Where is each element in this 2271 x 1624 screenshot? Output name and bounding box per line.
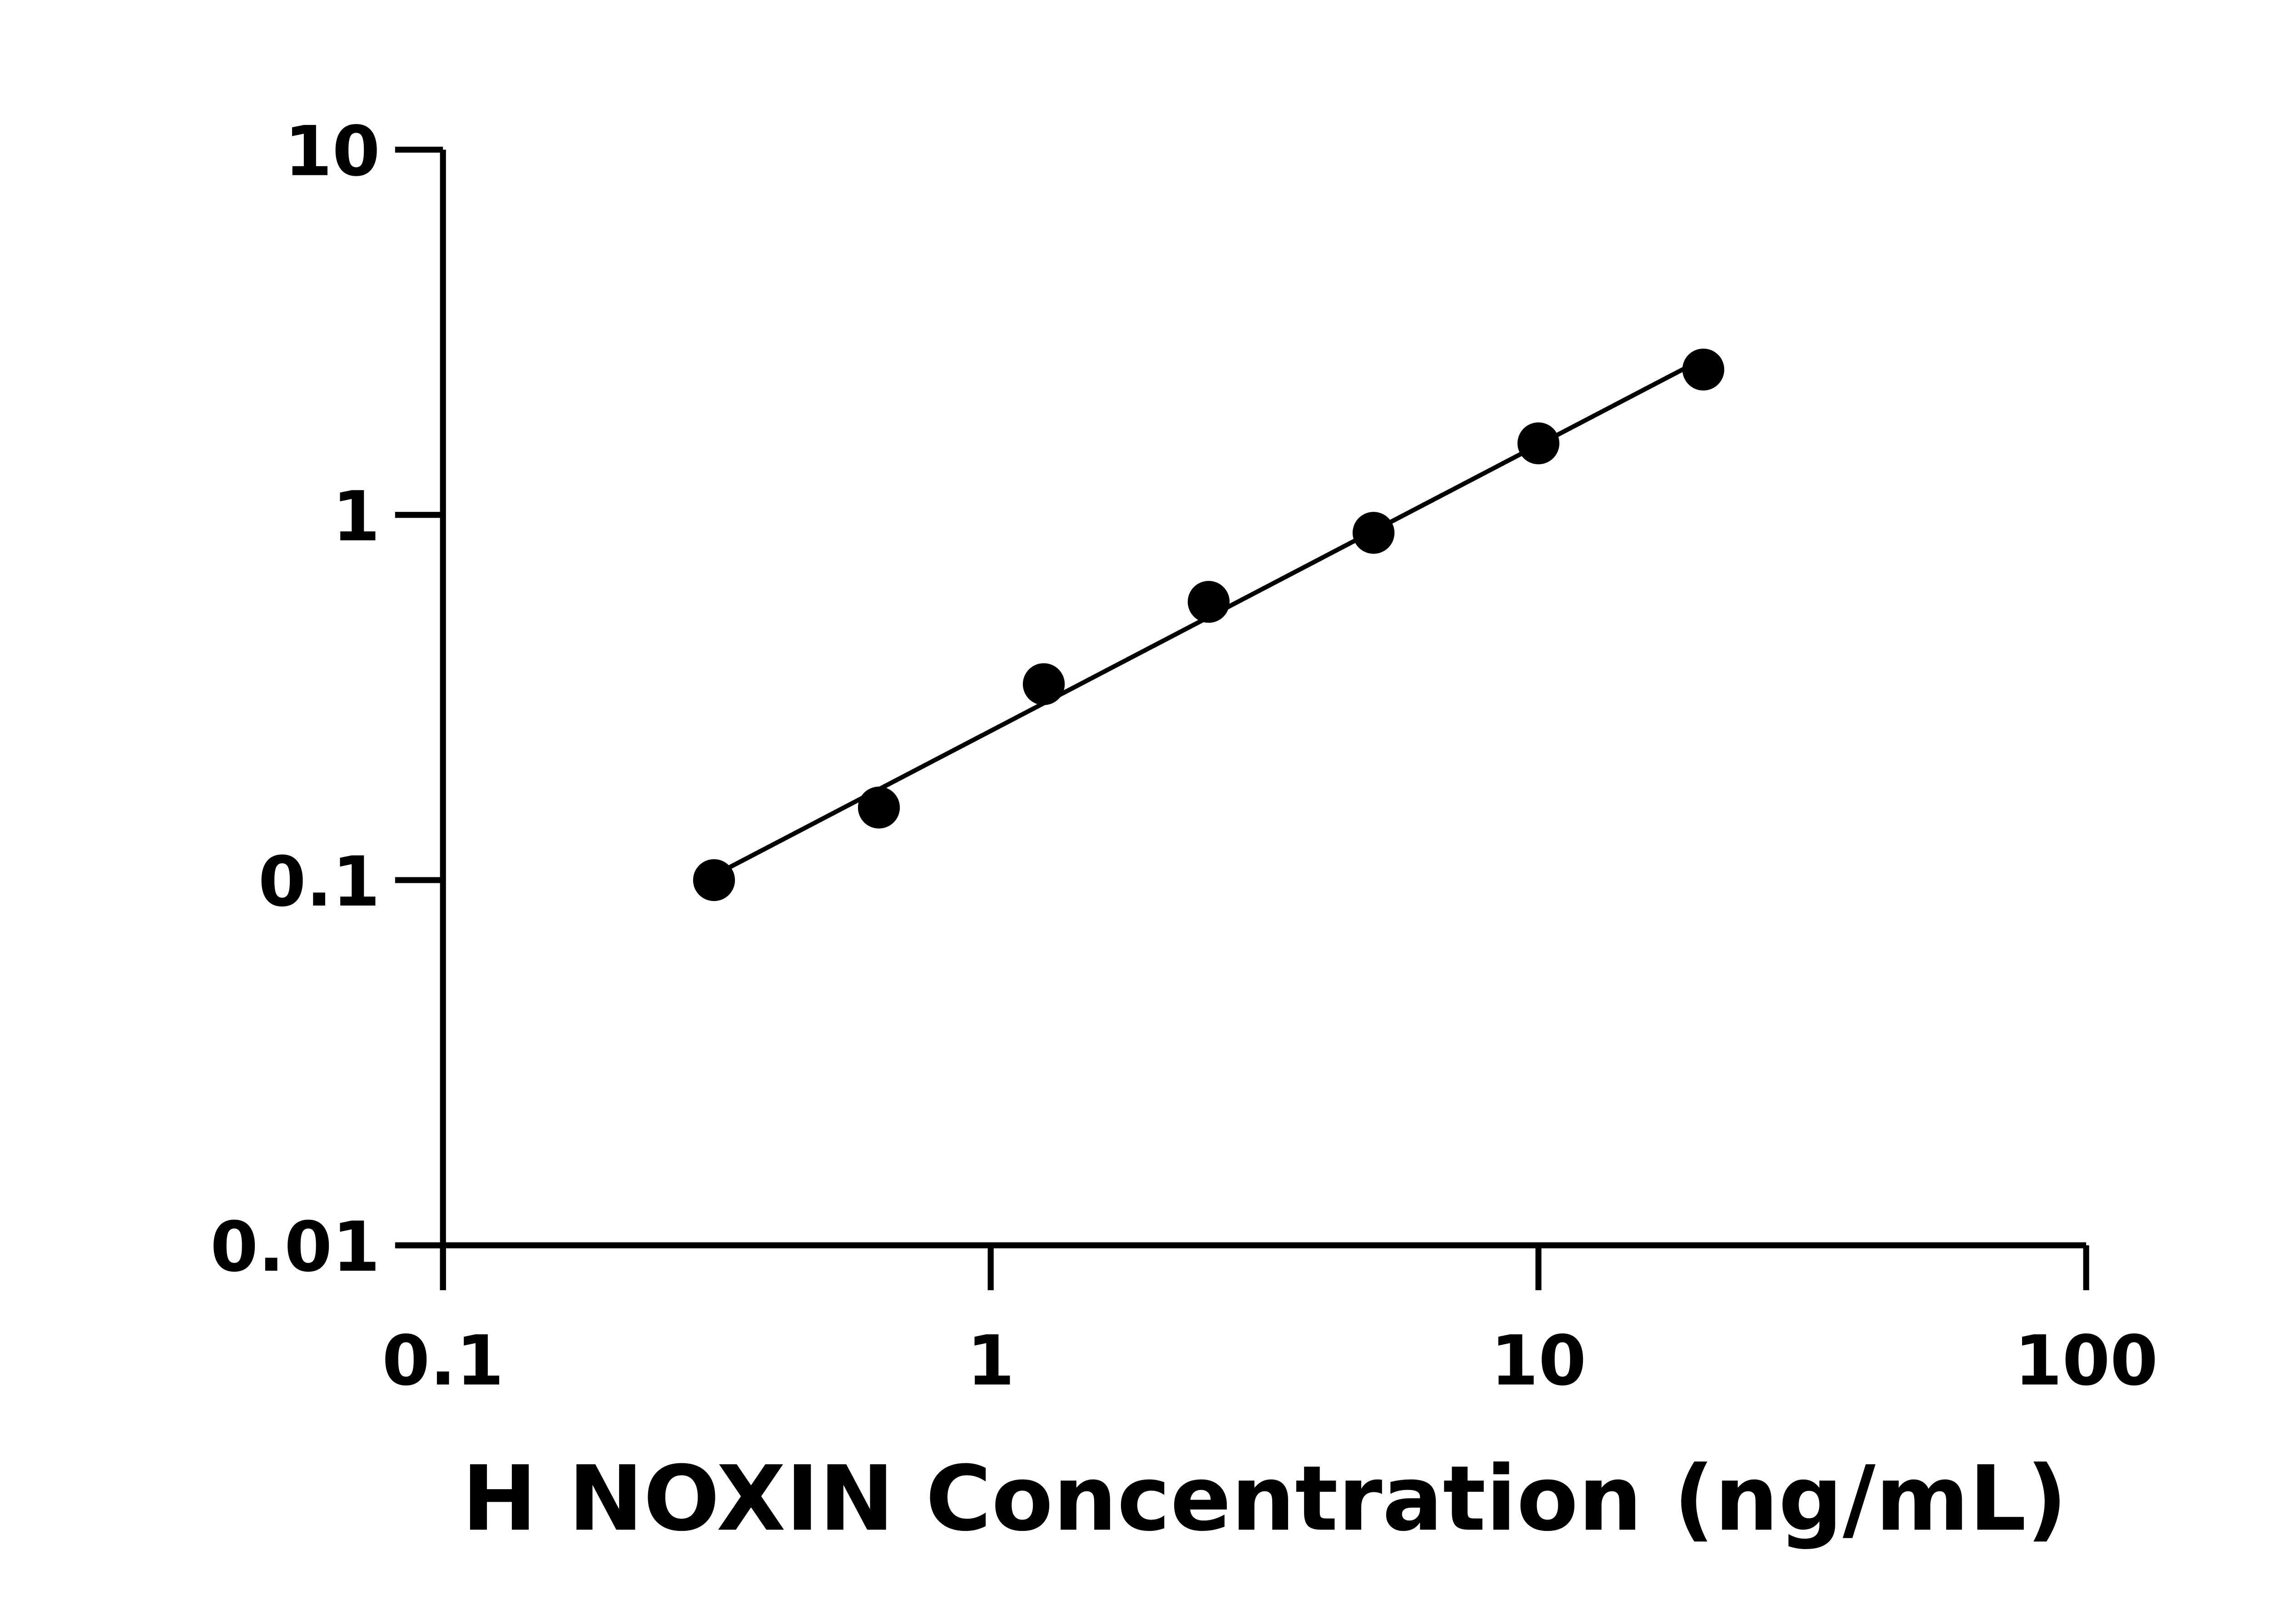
y-tick-label: 0.01 xyxy=(210,1207,380,1287)
x-tick-label: 100 xyxy=(2014,1321,2158,1401)
data-point xyxy=(1517,422,1560,465)
data-point xyxy=(693,859,735,901)
data-point xyxy=(1022,663,1065,705)
data-point xyxy=(1682,348,1725,391)
data-point xyxy=(1352,512,1395,554)
data-point xyxy=(1187,581,1230,623)
x-tick-label: 0.1 xyxy=(382,1321,504,1401)
x-axis-label: H NOXIN Concentration (ng/mL) xyxy=(462,1446,2068,1551)
x-tick-label: 1 xyxy=(967,1321,1014,1401)
x-tick-label: 10 xyxy=(1491,1321,1587,1401)
data-point xyxy=(858,787,900,829)
y-tick-label: 1 xyxy=(332,476,380,557)
data-points xyxy=(693,348,1725,901)
y-tick-label: 10 xyxy=(284,111,380,192)
y-tick-label: 0.1 xyxy=(258,842,380,922)
